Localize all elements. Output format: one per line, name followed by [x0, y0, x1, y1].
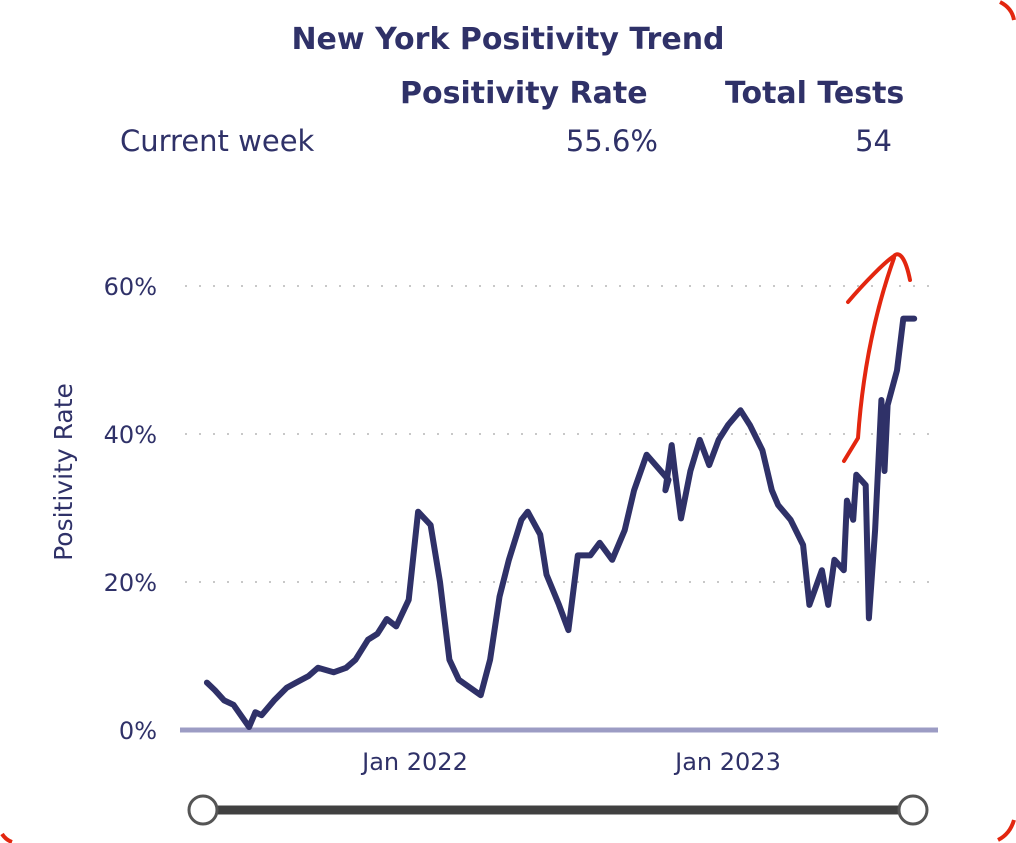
- chart-title: New York Positivity Trend: [291, 22, 725, 57]
- slider-start-handle[interactable]: [187, 794, 219, 826]
- current-positivity-rate: 55.6%: [565, 124, 658, 158]
- range-slider[interactable]: [187, 794, 929, 826]
- y-tick-label: 40%: [104, 421, 157, 449]
- y-tick-label: 0%: [119, 717, 157, 745]
- slider-end-handle[interactable]: [897, 794, 929, 826]
- column-header-total-tests: Total Tests: [725, 76, 905, 111]
- x-tick-label: Jan 2022: [360, 748, 468, 776]
- y-tick-label: 60%: [104, 273, 157, 301]
- column-header-positivity-rate: Positivity Rate: [400, 76, 648, 111]
- x-tick-label: Jan 2023: [673, 748, 781, 776]
- current-total-tests: 54: [855, 124, 892, 158]
- series-line-positivity-rate: [203, 315, 918, 730]
- y-tick-label: 20%: [104, 569, 157, 597]
- y-axis-label: Positivity Rate: [49, 383, 78, 561]
- row-label-current-week: Current week: [120, 124, 315, 158]
- hand-drawn-arrow-annotation: [842, 252, 912, 463]
